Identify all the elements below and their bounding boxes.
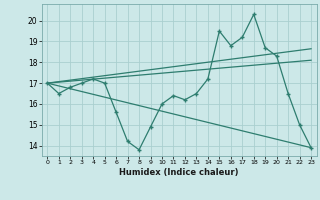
X-axis label: Humidex (Indice chaleur): Humidex (Indice chaleur) xyxy=(119,168,239,177)
